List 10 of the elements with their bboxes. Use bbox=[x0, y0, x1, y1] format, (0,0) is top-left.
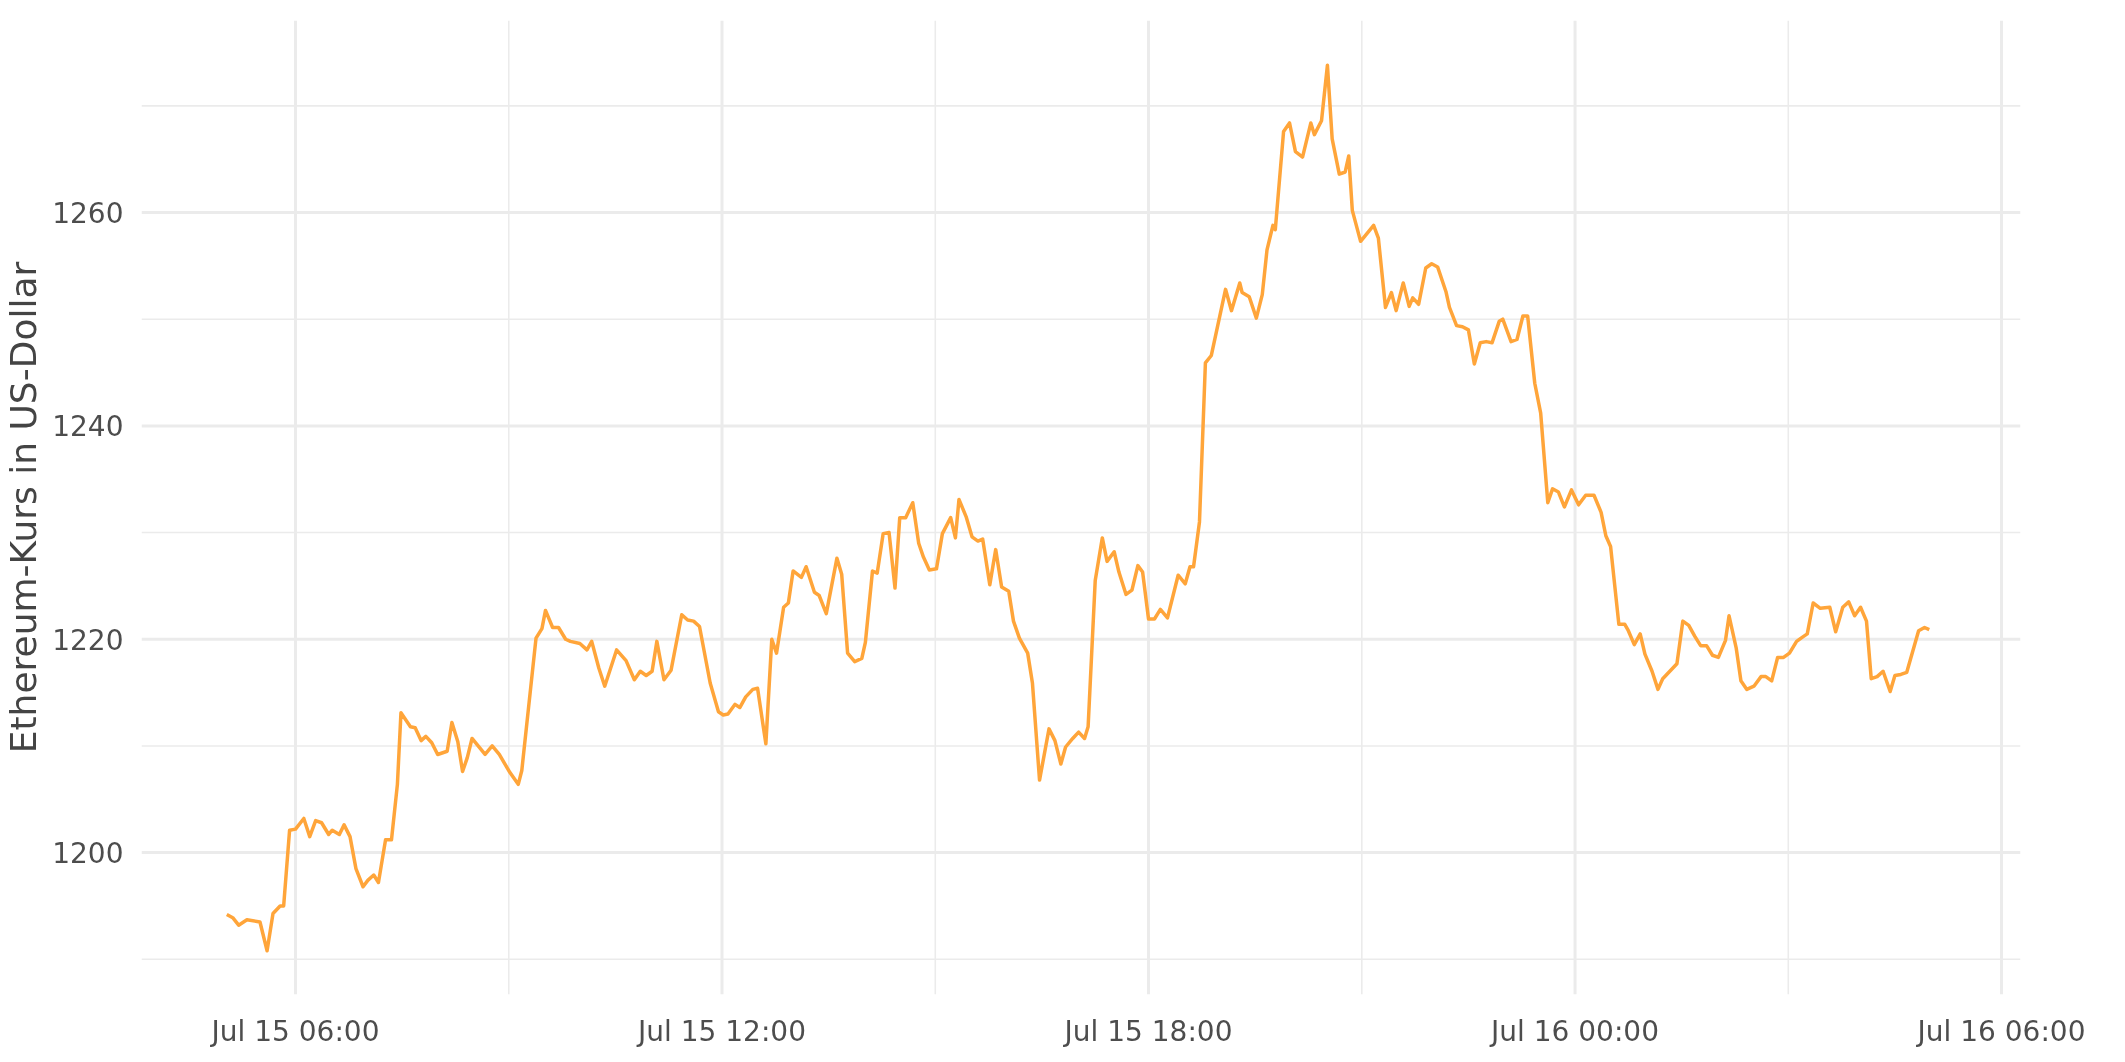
y-tick-label: 1200 bbox=[52, 837, 124, 871]
x-tick-label: Jul 15 18:00 bbox=[1062, 1014, 1233, 1048]
x-tick-label: Jul 16 00:00 bbox=[1489, 1014, 1659, 1048]
y-axis-title: Ethereum-Kurs in US-Dollar bbox=[3, 261, 45, 754]
x-tick-label: Jul 16 06:00 bbox=[1915, 1014, 2086, 1048]
y-tick-label: 1240 bbox=[52, 410, 124, 444]
x-tick-label: Jul 15 06:00 bbox=[209, 1014, 380, 1048]
y-tick-label: 1260 bbox=[52, 197, 124, 231]
y-tick-label: 1220 bbox=[52, 623, 124, 657]
x-tick-label: Jul 15 12:00 bbox=[636, 1014, 806, 1048]
